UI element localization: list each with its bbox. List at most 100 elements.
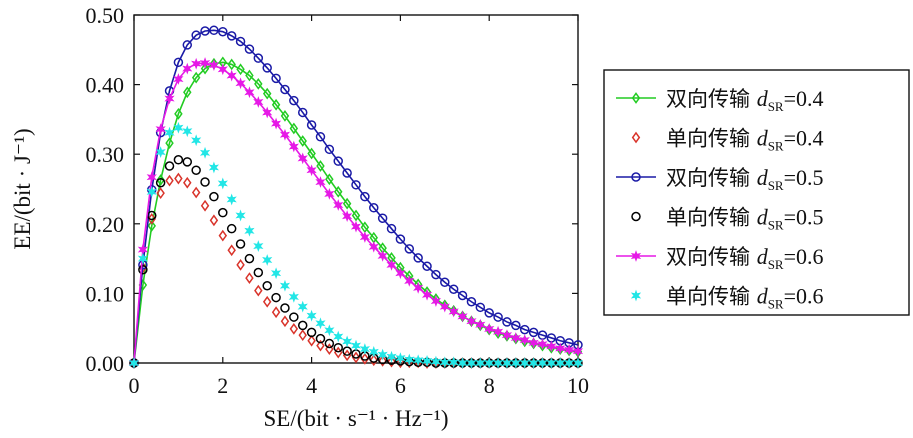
data-point	[236, 63, 245, 76]
data-point	[155, 123, 166, 136]
legend-label-main: 单向传输	[666, 127, 757, 151]
data-point	[254, 78, 263, 90]
data-point	[208, 161, 220, 174]
legend-label-var: d	[757, 284, 769, 309]
data-point	[289, 323, 299, 335]
data-point	[430, 355, 442, 368]
series-3	[129, 25, 583, 368]
data-point	[164, 161, 175, 171]
legend-marker	[631, 92, 641, 104]
data-point	[200, 177, 210, 187]
data-point	[297, 320, 308, 331]
series-6	[128, 121, 584, 369]
data-point	[262, 87, 272, 100]
data-point	[511, 320, 521, 331]
data-point	[262, 63, 272, 73]
data-point	[368, 240, 379, 253]
data-point	[137, 252, 148, 265]
data-point	[315, 317, 326, 330]
data-point	[475, 302, 486, 313]
data-point	[191, 30, 201, 40]
data-point	[165, 137, 174, 149]
legend-marker	[631, 211, 641, 222]
data-point	[244, 44, 255, 54]
data-point	[324, 187, 335, 200]
data-point	[173, 57, 184, 68]
data-point	[351, 209, 361, 222]
legend-label-main: 单向传输	[666, 285, 757, 309]
data-point	[528, 327, 539, 338]
data-point	[165, 174, 174, 187]
data-point	[280, 303, 290, 313]
data-point	[226, 31, 237, 41]
data-point	[572, 357, 584, 369]
data-point	[218, 207, 228, 218]
legend-label-sub: SR	[768, 139, 784, 154]
data-point	[297, 107, 308, 118]
data-point	[288, 140, 299, 153]
data-point	[413, 281, 424, 294]
x-tick-label: 6	[395, 373, 406, 398]
data-point	[306, 327, 317, 338]
data-point	[528, 336, 539, 349]
data-point	[537, 338, 548, 351]
data-point	[279, 279, 291, 292]
data-point	[288, 290, 299, 303]
legend-item: 双向传输 dSR=0.4	[616, 86, 824, 114]
data-point	[199, 146, 211, 159]
y-axis-title: EE/(bit · J⁻¹)	[10, 128, 35, 249]
data-point	[199, 57, 211, 69]
legend-label-var: d	[757, 86, 769, 111]
data-point	[209, 191, 219, 202]
data-point	[262, 254, 273, 266]
data-point	[218, 26, 228, 37]
data-point	[325, 173, 334, 186]
data-point	[334, 185, 343, 198]
data-point	[448, 356, 459, 369]
data-point	[146, 185, 157, 198]
data-point	[421, 288, 433, 301]
data-point	[492, 325, 504, 338]
data-point	[191, 134, 202, 147]
series-layer	[128, 25, 584, 369]
data-point	[271, 73, 281, 84]
data-point	[200, 62, 210, 75]
x-tick-label: 0	[129, 373, 140, 398]
data-point	[386, 223, 397, 234]
x-tick-label: 10	[567, 373, 589, 398]
data-point	[226, 69, 237, 82]
data-point	[324, 338, 335, 349]
data-point	[333, 342, 343, 353]
data-point	[306, 120, 317, 130]
legend-label-val: =0.5	[784, 165, 824, 190]
data-point	[280, 315, 290, 328]
legend-label-val: =0.5	[784, 205, 824, 230]
data-point	[138, 264, 148, 275]
data-point	[298, 329, 307, 342]
data-point	[147, 220, 156, 232]
data-point	[270, 267, 282, 280]
legend-item: 单向传输 dSR=0.6	[630, 284, 824, 312]
data-point	[147, 213, 156, 225]
data-point	[280, 84, 290, 95]
legend-label: 双向传输 dSR=0.6	[666, 244, 824, 272]
data-point	[297, 152, 308, 165]
legend-item: 双向传输 dSR=0.5	[616, 165, 824, 193]
data-point	[306, 309, 317, 322]
data-point	[227, 58, 236, 71]
data-point	[245, 69, 254, 82]
data-point	[191, 71, 201, 84]
data-point	[555, 342, 566, 355]
data-point	[244, 224, 255, 237]
data-point	[484, 323, 495, 335]
data-point	[368, 345, 379, 358]
data-point	[156, 174, 165, 186]
data-point	[253, 267, 264, 278]
data-point	[174, 107, 183, 120]
data-point	[208, 59, 220, 72]
data-point	[245, 272, 254, 284]
x-tick-label: 2	[217, 373, 228, 398]
data-point	[254, 284, 263, 297]
data-point	[342, 197, 352, 210]
data-point	[378, 355, 387, 367]
